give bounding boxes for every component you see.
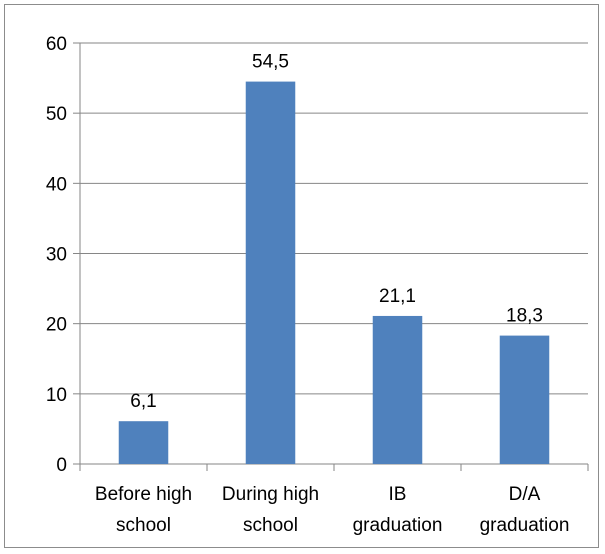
x-category-label: school (243, 515, 298, 536)
y-tick-label: 10 (46, 385, 67, 406)
y-tick-label: 40 (46, 174, 67, 195)
y-tick-label: 20 (46, 315, 67, 336)
x-category-label: During high (222, 484, 319, 505)
data-label: 6,1 (130, 391, 156, 412)
x-category-label: Before high (95, 484, 192, 505)
axes (73, 42, 589, 471)
y-tick-label: 50 (46, 104, 67, 125)
data-label: 54,5 (252, 52, 289, 73)
x-category-label: IB (389, 484, 407, 505)
y-tick-labels: 0 10 20 30 40 50 60 (46, 34, 67, 476)
bar (118, 421, 169, 464)
bar (245, 81, 296, 464)
bar (372, 315, 423, 464)
bars (118, 81, 550, 464)
y-tick-label: 60 (46, 34, 67, 55)
y-tick-label: 0 (56, 455, 67, 476)
data-label: 21,1 (379, 286, 416, 307)
data-label: 18,3 (506, 306, 543, 327)
x-category-label: graduation (480, 515, 570, 536)
x-category-labels: Before high school During high school IB grad… (95, 484, 569, 536)
x-category-label: graduation (353, 515, 443, 536)
x-category-label: school (116, 515, 171, 536)
bar (499, 335, 550, 464)
x-category-label: D/A (509, 484, 541, 505)
data-labels: 6,1 54,5 21,1 18,3 (130, 52, 543, 413)
y-tick-label: 30 (46, 245, 67, 266)
